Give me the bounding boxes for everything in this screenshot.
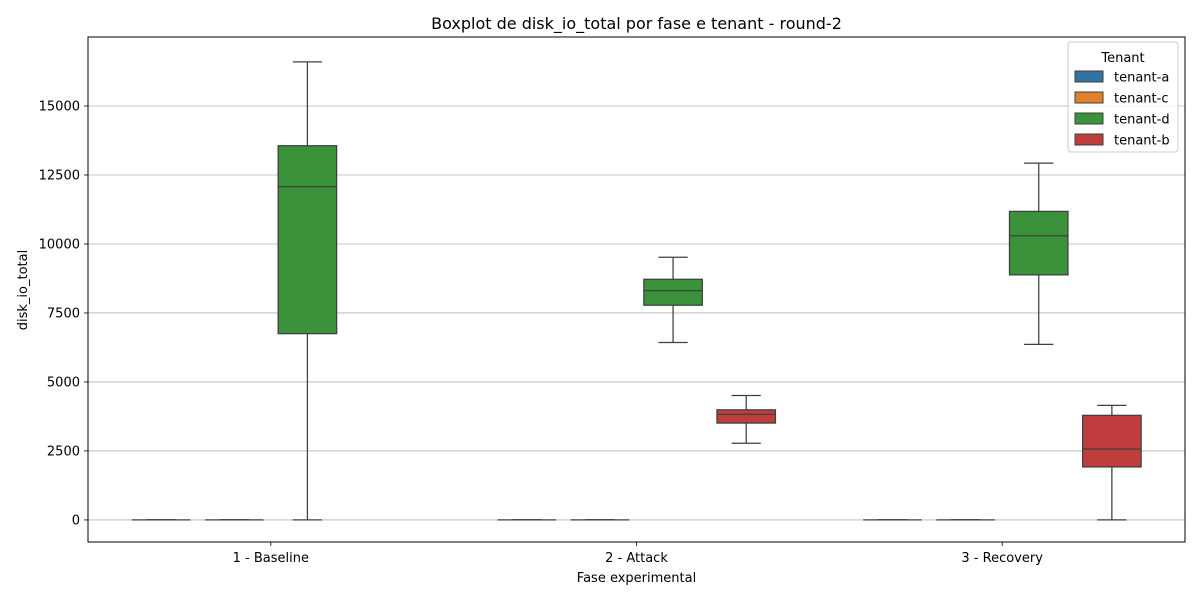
ticks-layer: 0 2500 5000 7500 10000 12500 15000 1 - Baseline… (39, 99, 1044, 566)
y-axis-label: disk_io_total (16, 250, 31, 330)
x-axis-label: Fase experimental (577, 571, 696, 586)
box-body (643, 278, 703, 306)
box-body (1081, 414, 1142, 468)
plot-frame (87, 36, 1186, 543)
box-tenant-d (1008, 162, 1069, 346)
box-tenant-b (1081, 404, 1142, 521)
legend-swatch (1074, 91, 1104, 104)
x-tick-label: 2 - Attack (605, 551, 668, 566)
y-tick-label: 2500 (47, 444, 80, 459)
grid-lines (88, 105, 1185, 521)
y-tick-label: 5000 (47, 375, 80, 390)
legend: Tenant tenant-a tenant-c tenant-d tenant-b (1067, 41, 1179, 153)
y-tick-label: 12500 (39, 168, 80, 183)
box-body (277, 145, 338, 335)
box-body (716, 409, 777, 424)
legend-label: tenant-c (1114, 92, 1168, 107)
box-tenant-d (643, 256, 703, 344)
legend-swatch (1074, 112, 1104, 125)
legend-title: Tenant (1100, 51, 1144, 66)
legend-label: tenant-d (1114, 113, 1170, 128)
x-tick-label: 3 - Recovery (961, 551, 1043, 566)
chart-title: Boxplot de disk_io_total por fase e tena… (431, 14, 842, 34)
legend-label: tenant-b (1114, 134, 1170, 149)
box-tenant-d (277, 61, 338, 521)
y-tick-label: 0 (72, 513, 80, 528)
y-tick-label: 10000 (39, 237, 80, 252)
box-body (1008, 210, 1069, 276)
box-tenant-b (716, 394, 777, 444)
legend-label: tenant-a (1114, 71, 1169, 86)
y-tick-label: 7500 (47, 306, 80, 321)
legend-items: tenant-a tenant-c tenant-d tenant-b (1074, 70, 1170, 149)
legend-swatch (1074, 133, 1104, 146)
legend-swatch (1074, 70, 1104, 83)
y-tick-label: 15000 (39, 99, 80, 114)
x-tick-label: 1 - Baseline (233, 551, 309, 566)
boxes-layer (131, 61, 1142, 521)
